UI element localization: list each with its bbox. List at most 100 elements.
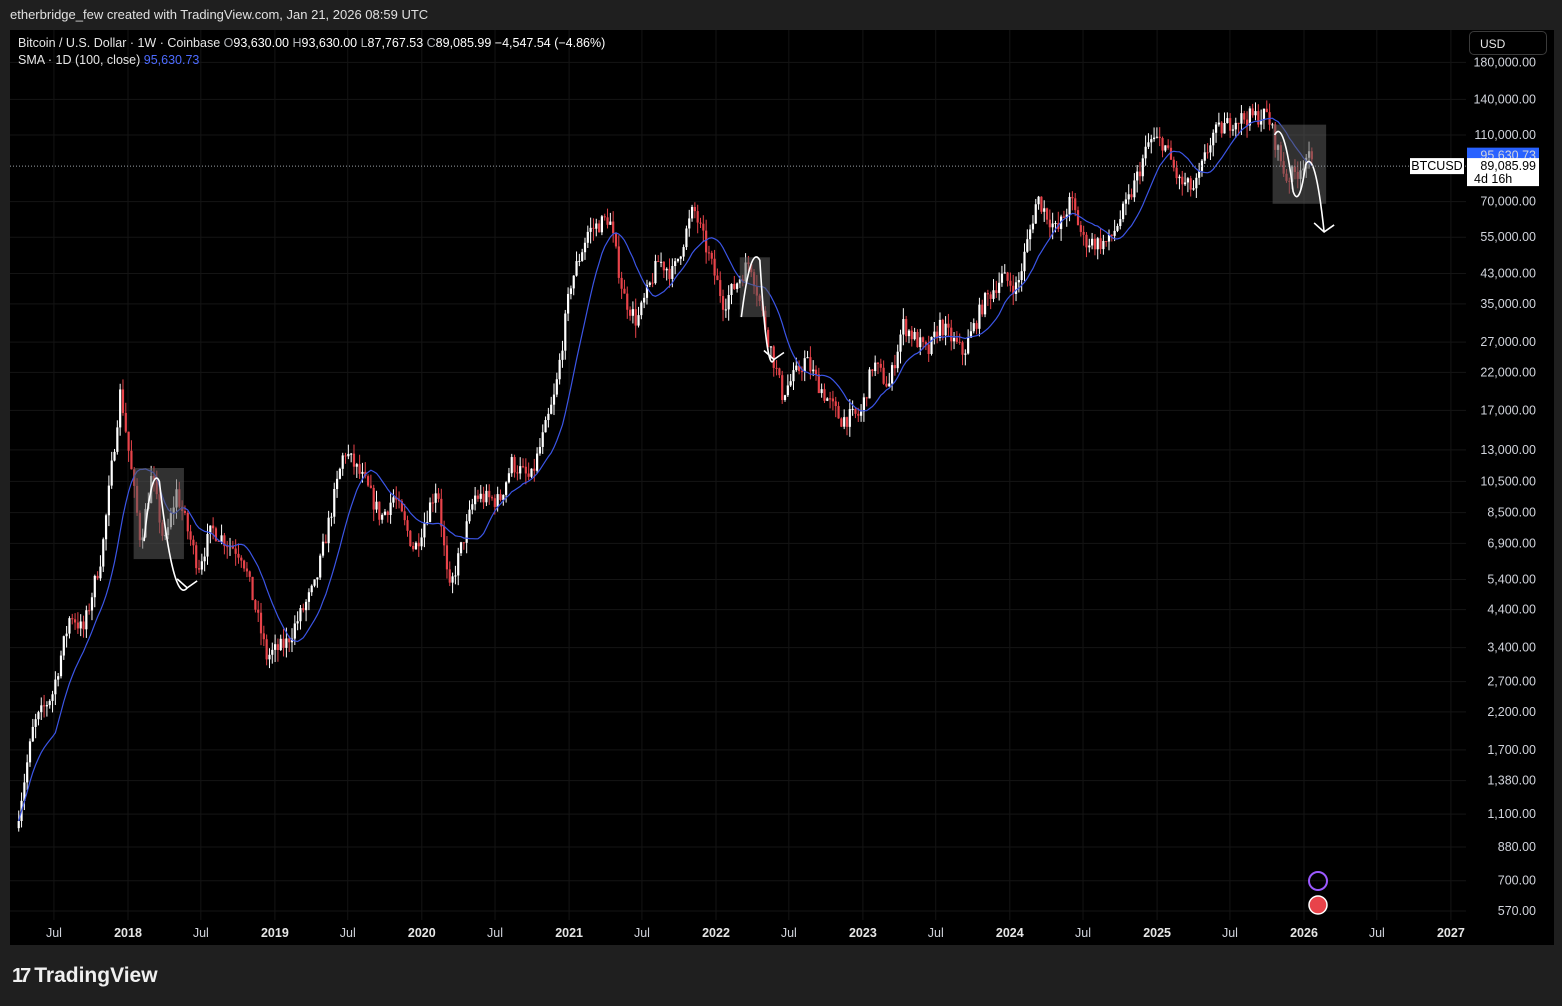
candle-body xyxy=(265,639,268,660)
candle-body xyxy=(1130,194,1133,198)
candle-body xyxy=(73,619,77,623)
candle-body xyxy=(130,450,133,470)
candle-body xyxy=(1119,219,1122,227)
y-axis-tick-label: 35,000.00 xyxy=(1480,297,1536,311)
candle-body xyxy=(48,700,51,706)
candle-body xyxy=(547,413,550,421)
candle-body xyxy=(781,375,784,400)
candle-body xyxy=(651,282,654,284)
attribution-text: etherbridge_few created with TradingView… xyxy=(10,7,429,22)
candle-body xyxy=(465,521,468,543)
candle-body xyxy=(459,542,463,554)
lightning-event-icon[interactable] xyxy=(1308,871,1328,891)
candle-body xyxy=(1161,138,1164,151)
candle-body xyxy=(716,275,719,281)
y-axis-tick-label: 70,000.00 xyxy=(1480,195,1536,209)
x-axis-tick-label: Jul xyxy=(1369,926,1385,940)
candle-body xyxy=(786,385,789,396)
candle-body xyxy=(310,585,313,593)
candle-body xyxy=(76,622,79,629)
candle-body xyxy=(885,383,888,387)
candle-body xyxy=(406,520,409,531)
countdown-text: 4d 16h xyxy=(1474,172,1512,186)
candle-body xyxy=(1271,124,1274,126)
candle-body xyxy=(1195,177,1198,189)
candle-body xyxy=(676,258,680,262)
candle-body xyxy=(941,319,944,336)
high-value: 93,630.00 xyxy=(301,36,358,50)
candle-body xyxy=(59,655,63,677)
candle-body xyxy=(597,223,601,233)
candle-body xyxy=(1136,171,1139,181)
sma-label[interactable]: SMA · 1D (100, close) xyxy=(18,53,141,67)
candle-body xyxy=(104,515,108,540)
candle-body xyxy=(814,369,818,375)
candle-body xyxy=(581,252,584,261)
candle-body xyxy=(578,260,581,262)
highlight-box xyxy=(739,257,770,318)
candle-body xyxy=(102,539,105,567)
candle-body xyxy=(657,260,660,262)
candle-body xyxy=(468,509,471,522)
open-value: 93,630.00 xyxy=(233,36,289,50)
candle-body xyxy=(474,495,477,505)
candle-body xyxy=(798,365,801,372)
symbol-description[interactable]: Bitcoin / U.S. Dollar · 1W · Coinbase xyxy=(18,36,221,50)
candle-body xyxy=(764,310,767,330)
us-flag-event-icon[interactable] xyxy=(1308,895,1328,915)
candle-body xyxy=(34,719,37,727)
candle-body xyxy=(978,304,981,329)
candle-body xyxy=(736,283,739,289)
candle-body xyxy=(57,676,60,680)
candle-body xyxy=(958,341,961,343)
candle-body xyxy=(606,217,609,225)
candle-body xyxy=(1141,158,1144,177)
candle-body xyxy=(1029,229,1032,240)
y-axis-tick-label: 8,500.00 xyxy=(1487,506,1536,520)
candle-body xyxy=(276,644,280,651)
candle-body xyxy=(671,266,674,279)
candle-body xyxy=(352,453,356,467)
candle-body xyxy=(1116,226,1119,231)
candle-body xyxy=(575,261,578,276)
candle-body xyxy=(471,504,474,510)
candle-body xyxy=(862,397,866,412)
candle-body xyxy=(369,485,372,488)
candle-body xyxy=(82,621,85,630)
candle-body xyxy=(905,319,908,337)
candle-body xyxy=(226,546,229,548)
candle-body xyxy=(536,453,539,471)
candle-body xyxy=(1074,198,1077,211)
candle-body xyxy=(668,268,671,279)
candle-body xyxy=(1121,203,1125,220)
price-chart[interactable]: 570.00 700.00 880.00 1,100.00 1,380.00 1,700.… xyxy=(10,30,1554,945)
candle-body xyxy=(964,353,967,355)
candle-body xyxy=(1071,196,1074,199)
candle-body xyxy=(992,290,995,299)
candle-body xyxy=(767,329,770,347)
candle-body xyxy=(913,331,916,340)
chart-area[interactable]: 570.00 700.00 880.00 1,100.00 1,380.00 1,700.… xyxy=(10,30,1554,945)
candle-body xyxy=(1223,122,1226,134)
y-axis-tick-label: 880.00 xyxy=(1498,840,1536,854)
candle-body xyxy=(1020,271,1023,281)
candle-body xyxy=(724,309,727,311)
candle-body xyxy=(1037,196,1040,205)
currency-button[interactable]: USD xyxy=(1469,31,1547,55)
candle-body xyxy=(214,528,218,541)
y-axis-tick-label: 570.00 xyxy=(1498,904,1536,918)
candle-body xyxy=(719,280,722,297)
candle-body xyxy=(1043,208,1046,212)
candle-body xyxy=(330,516,333,518)
last-price-tag xyxy=(1467,158,1539,187)
candle-body xyxy=(288,638,291,643)
candle-body xyxy=(603,216,606,218)
candle-body xyxy=(507,473,511,483)
candle-body xyxy=(1229,118,1232,131)
candle-body xyxy=(1262,108,1266,121)
candle-body xyxy=(271,649,274,655)
tradingview-logo[interactable]: 17 TradingView xyxy=(12,964,158,988)
candle-body xyxy=(1060,216,1063,229)
candle-body xyxy=(1133,180,1136,198)
candle-body xyxy=(462,542,465,544)
